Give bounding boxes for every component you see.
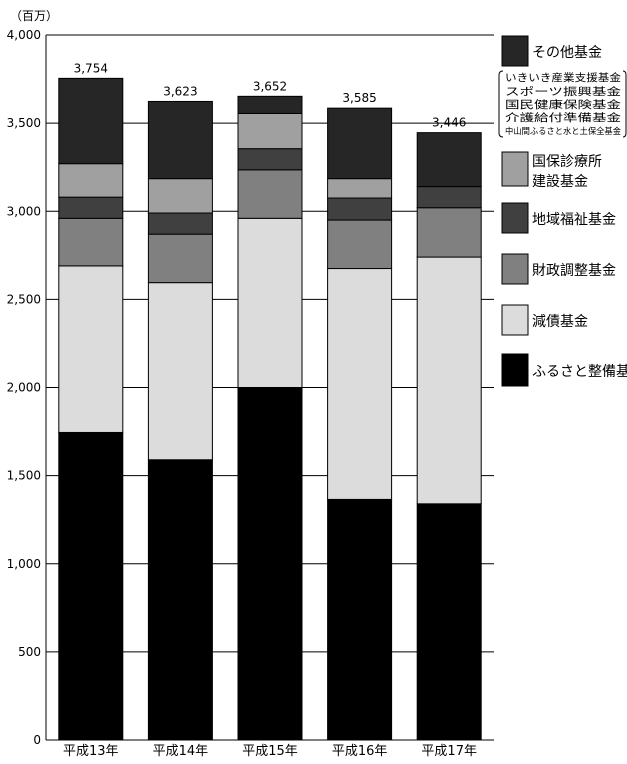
y-tick-label: 3,000 [7,204,41,218]
bar-segment [327,107,393,180]
bar-total-label: 3,623 [163,84,197,98]
bar-segment [416,503,482,741]
y-axis-unit-label: （百万） [10,9,58,23]
legend-label: 地域福祉基金 [532,211,616,228]
x-tick-label: 平成17年 [421,744,477,759]
bar-segment [147,178,213,214]
y-tick-label: 1,500 [7,469,41,483]
bar-segment [237,148,303,171]
bar-segment [58,217,124,267]
bar-segment [147,233,213,284]
legend-swatch [501,353,529,387]
x-tick-label: 平成16年 [332,744,388,759]
bar-total-label: 3,652 [253,79,287,93]
legend-sublabel: 介護給付準備基金 [505,111,622,124]
bar-segment [327,268,393,500]
legend-label: 国保診療所 [532,153,602,170]
legend-sublabel: 中山間ふるさと水と土保全基金 [505,126,622,136]
y-tick-label: 0 [33,733,41,747]
legend-swatch [501,304,529,336]
legend-sublabel: いきいき産業支援基金 [505,71,622,84]
x-tick-label: 平成14年 [153,744,209,759]
legend-label: ふるさと整備基金 [532,363,627,380]
bar-total-label: 3,446 [432,116,466,130]
bar-segment [237,112,303,150]
y-tick-label: 4,000 [7,28,41,42]
bar-segment [58,265,124,433]
bar-segment [327,178,393,199]
y-tick-label: 1,000 [7,557,41,571]
bar-segment [327,498,393,741]
bar-segment [58,163,124,198]
legend-sublabel: 国民健康保険基金 [505,98,622,111]
y-tick-label: 500 [18,645,41,659]
x-tick-label: 平成13年 [63,744,119,759]
bar-segment [147,459,213,741]
bar-segment [58,196,124,219]
bar-segment [416,256,482,505]
bar-segment [327,219,393,270]
bar-segment [416,186,482,209]
legend-swatch [501,35,529,67]
legend-swatch [501,202,529,234]
bar-total-label: 3,585 [342,91,376,105]
bar-segment [237,387,303,741]
y-tick-label: 3,500 [7,116,41,130]
y-tick-label: 2,500 [7,292,41,306]
bar-segment [416,132,482,188]
bar-total-label: 3,754 [74,61,108,75]
x-tick-label: 平成15年 [242,744,298,759]
legend-bracket-left [498,70,504,138]
bar-segment [327,197,393,221]
bar-segment [147,212,213,235]
legend-sublabel: スポーツ振興基金 [505,85,622,98]
bar-segment [237,95,303,114]
legend-label: 減債基金 [532,313,588,330]
legend-label: 財政調整基金 [532,262,616,279]
legend-swatch [501,151,529,187]
bar-segment [58,431,124,741]
y-tick-label: 2,000 [7,381,41,395]
bar-segment [147,100,213,180]
bar-segment [237,217,303,388]
bar-segment [237,169,303,219]
legend-bracket-right [622,70,627,138]
legend-label: その他基金 [532,44,602,61]
bar-segment [58,77,124,165]
bar-segment [147,282,213,461]
legend-label: 建設基金 [532,173,588,190]
legend-swatch [501,253,529,285]
bar-segment [416,207,482,258]
